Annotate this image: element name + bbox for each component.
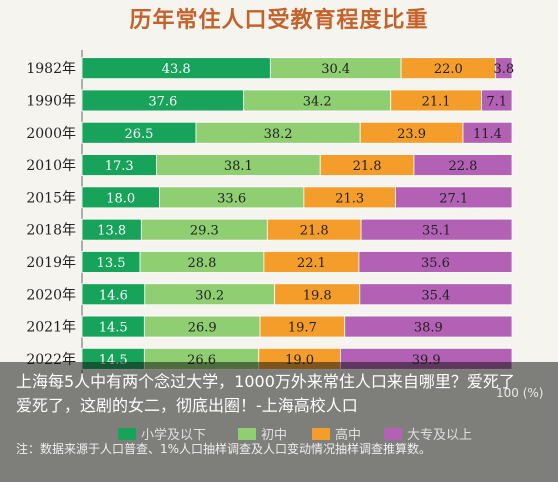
- bar-segment: [481, 89, 513, 112]
- data-label: 26.9: [188, 321, 217, 336]
- data-label: 35.4: [421, 288, 450, 303]
- data-label: 21.3: [335, 191, 364, 206]
- category-label: 1990年: [26, 93, 76, 109]
- category-label: 2019年: [26, 255, 76, 271]
- bar-segment: [358, 251, 513, 273]
- legend-label-primary: 小学及以下: [141, 428, 207, 443]
- data-label: 27.1: [439, 191, 468, 206]
- data-label: 30.2: [195, 288, 224, 303]
- data-label: 35.6: [421, 256, 450, 271]
- data-label: 21.8: [353, 159, 382, 174]
- data-label: 37.6: [148, 94, 177, 109]
- data-label: 22.1: [297, 256, 326, 271]
- bar-segment: [462, 121, 513, 144]
- data-label: 18.0: [106, 191, 135, 206]
- category-label: 2018年: [26, 223, 76, 239]
- legend-swatch-college: [384, 427, 402, 440]
- bar-segment: [395, 186, 513, 209]
- category-label: 1982年: [26, 61, 76, 77]
- data-label: 28.8: [187, 256, 216, 271]
- data-label: 23.9: [397, 127, 426, 142]
- data-label: 19.7: [288, 321, 317, 336]
- data-label: 34.2: [303, 94, 332, 109]
- category-label: 2020年: [26, 287, 76, 303]
- data-label: 43.8: [162, 62, 191, 77]
- data-label: 30.4: [321, 62, 350, 77]
- bar-segment: [495, 57, 513, 80]
- data-label: 22.8: [449, 159, 478, 174]
- data-label: 22.0: [434, 62, 463, 77]
- bar-segment: [360, 218, 513, 241]
- data-label: 19.8: [303, 288, 332, 303]
- source-note: 注：数据来源于人口普查、1%人口抽样调查及人口变动情况抽样调查推算数。: [16, 442, 432, 456]
- category-label: 2000年: [26, 126, 76, 142]
- bar-segment: [344, 315, 513, 338]
- category-label: 2021年: [26, 320, 76, 336]
- data-label: 26.5: [124, 127, 153, 142]
- data-label: 38.1: [224, 159, 253, 174]
- data-label: 17.3: [105, 159, 134, 174]
- legend-swatch-senior: [312, 427, 330, 440]
- legend-label-college: 大专及以上: [407, 428, 473, 443]
- legend-item-junior: 初中: [238, 424, 287, 443]
- data-label: 33.6: [217, 191, 246, 206]
- data-label: 13.8: [97, 224, 126, 239]
- chart-title: 历年常住人口受教育程度比重: [129, 8, 429, 33]
- x-axis-unit-label: 100 (%): [496, 386, 544, 400]
- legend-swatch-junior: [238, 427, 256, 440]
- category-label: 2010年: [26, 158, 76, 174]
- bar-segment: [359, 283, 513, 306]
- data-label: 14.6: [99, 288, 128, 303]
- legend-label-senior: 高中: [335, 428, 362, 443]
- data-label: 35.1: [422, 224, 451, 239]
- caption-text: 上海每5人中有两个念过大学，1000万外来常住人口来自哪里？爱死了爱死了，这剧的…: [16, 372, 515, 415]
- data-label: 21.8: [300, 224, 329, 239]
- data-label: 29.3: [190, 224, 219, 239]
- data-label: 7.1: [486, 94, 507, 109]
- data-label: 11.4: [473, 127, 502, 142]
- legend-label-junior: 初中: [261, 428, 288, 443]
- caption-overlay: [0, 362, 558, 482]
- bar-segment: [413, 154, 513, 176]
- legend-item-senior: 高中: [312, 424, 361, 443]
- legend-item-primary: 小学及以下: [118, 424, 206, 443]
- data-label: 3.8: [493, 62, 514, 77]
- data-label: 21.1: [422, 94, 451, 109]
- legend-swatch-primary: [118, 427, 136, 440]
- legend-item-college: 大专及以上: [384, 424, 472, 443]
- data-label: 14.5: [99, 321, 128, 336]
- data-label: 38.2: [264, 127, 293, 142]
- category-label: 2015年: [26, 190, 76, 206]
- data-label: 38.9: [414, 321, 443, 336]
- data-label: 13.5: [97, 256, 126, 271]
